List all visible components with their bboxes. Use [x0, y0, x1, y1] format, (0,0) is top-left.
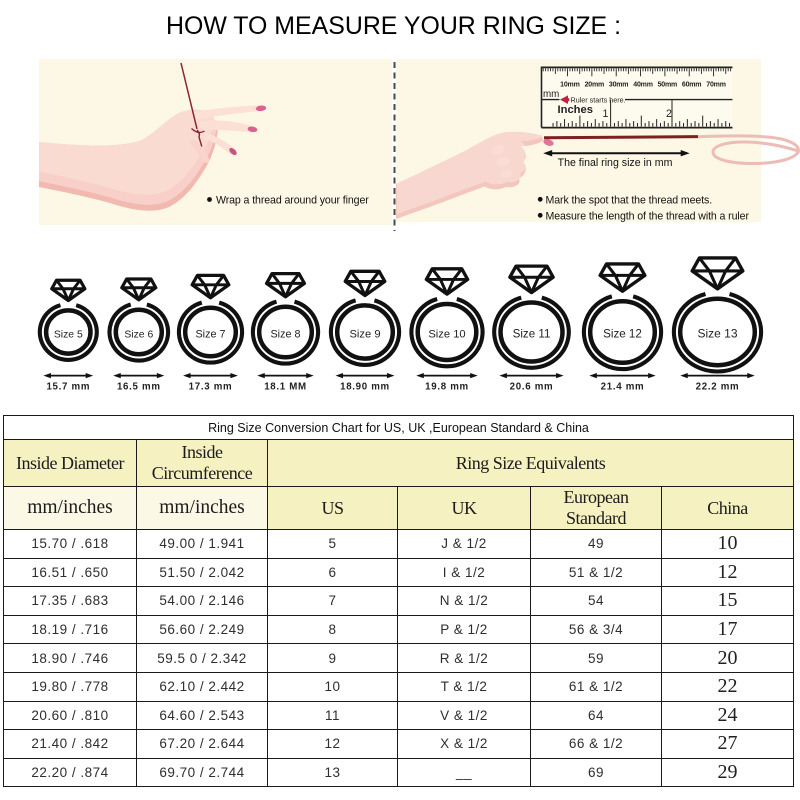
svg-text:Mark the spot that the thread: Mark the spot that the thread meets.	[546, 194, 713, 206]
svg-text:2: 2	[666, 108, 672, 120]
svg-text:Size 13: Size 13	[697, 327, 737, 341]
svg-text:18.1 MM: 18.1 MM	[264, 382, 307, 393]
svg-text:17.3 mm: 17.3 mm	[189, 382, 233, 393]
svg-text:Size 6: Size 6	[124, 330, 153, 341]
svg-text:10mm: 10mm	[560, 82, 579, 89]
svg-text:Ruler starts here.: Ruler starts here.	[571, 96, 626, 105]
svg-text:mm: mm	[543, 89, 559, 100]
svg-text:40mm: 40mm	[633, 82, 652, 89]
svg-text:Size 11: Size 11	[513, 328, 551, 341]
svg-text:15.7 mm: 15.7 mm	[46, 382, 90, 393]
svg-text:Size 5: Size 5	[54, 330, 83, 341]
svg-text:22.2 mm: 22.2 mm	[696, 382, 740, 393]
svg-text:1: 1	[603, 108, 609, 120]
svg-text:20mm: 20mm	[585, 82, 604, 89]
svg-text:Size 12: Size 12	[603, 328, 642, 341]
svg-text:The final ring size in mm: The final ring size in mm	[558, 157, 673, 169]
svg-text:Size 7: Size 7	[195, 329, 225, 341]
svg-text:50mm: 50mm	[658, 82, 677, 89]
svg-text:Measure the length of the thre: Measure the length of the thread with a …	[546, 210, 750, 222]
svg-text:16.5 mm: 16.5 mm	[117, 382, 161, 393]
svg-text:21.4 mm: 21.4 mm	[601, 382, 645, 393]
svg-text:60mm: 60mm	[682, 82, 701, 89]
svg-text:Inches: Inches	[558, 104, 593, 116]
svg-text:Size 9: Size 9	[349, 329, 380, 341]
svg-text:70mm: 70mm	[706, 82, 725, 89]
svg-text:Size 10: Size 10	[428, 329, 465, 341]
svg-text:18.90 mm: 18.90 mm	[340, 382, 390, 393]
svg-text:20.6 mm: 20.6 mm	[510, 382, 554, 393]
svg-text:Wrap a thread around your fing: Wrap a thread around your finger	[216, 194, 369, 206]
svg-text:19.8 mm: 19.8 mm	[425, 382, 469, 393]
svg-text:Size 8: Size 8	[270, 329, 300, 341]
svg-text:30mm: 30mm	[609, 82, 628, 89]
